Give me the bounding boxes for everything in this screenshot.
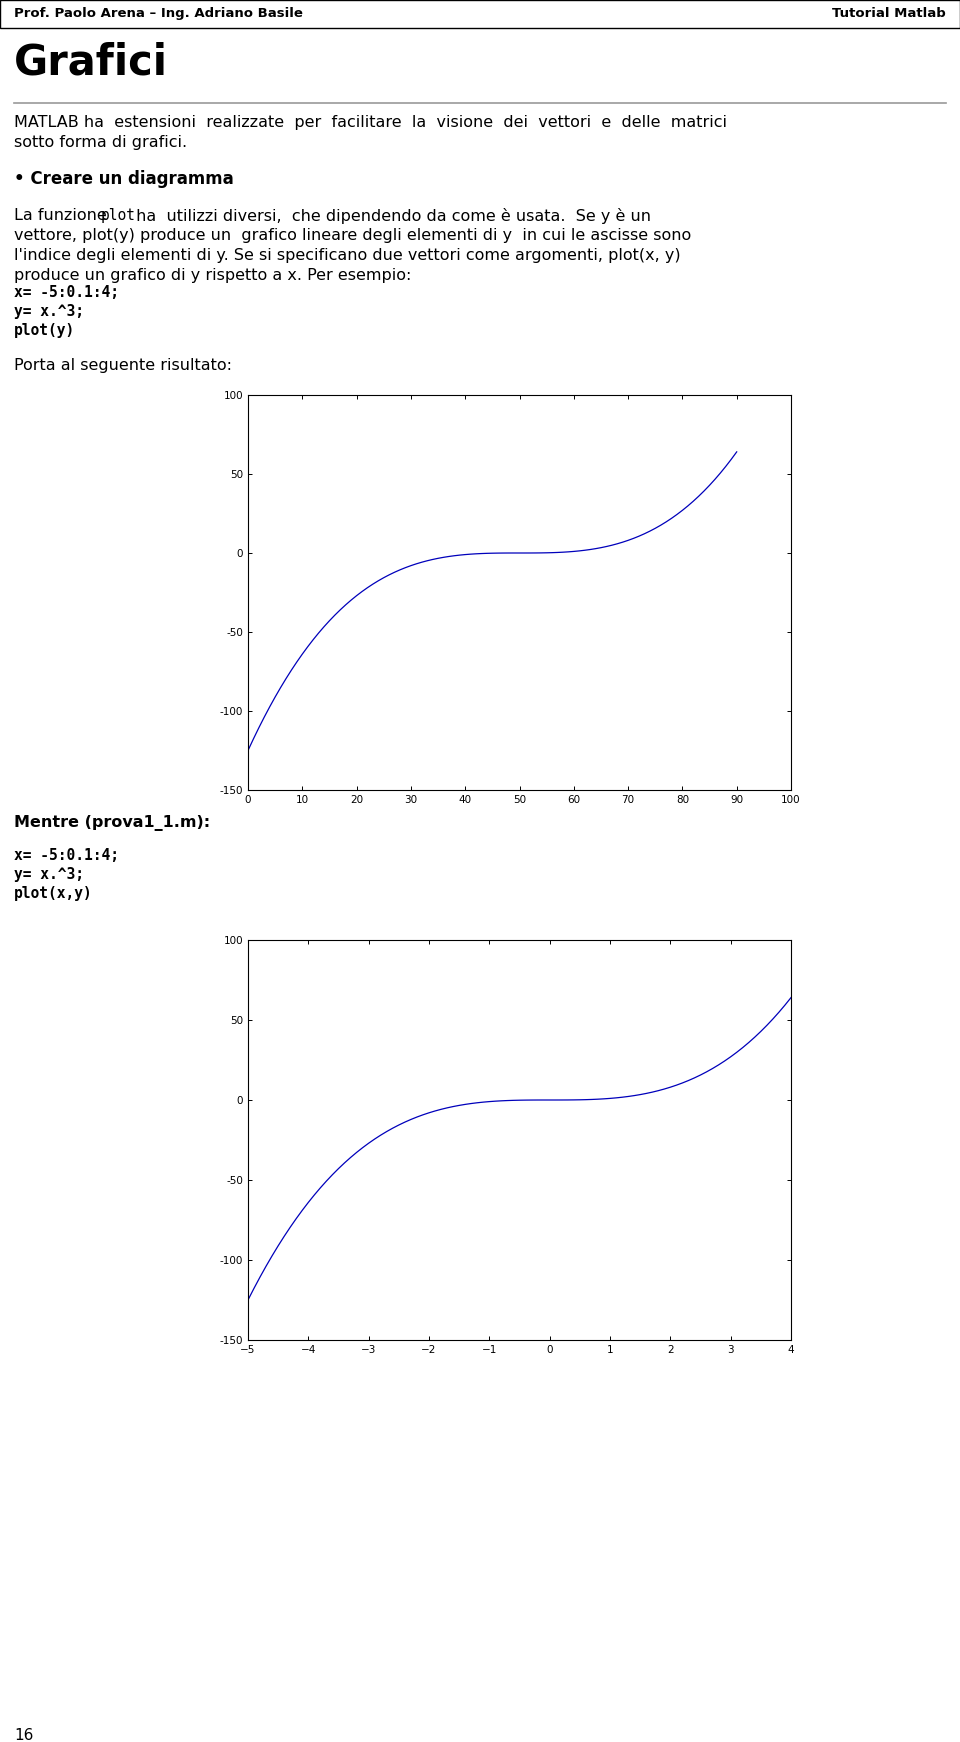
Text: 16: 16 — [14, 1728, 34, 1742]
Text: y= x.^3;: y= x.^3; — [14, 305, 84, 319]
Text: Tutorial Matlab: Tutorial Matlab — [832, 7, 946, 21]
Text: plot(x,y): plot(x,y) — [14, 887, 93, 901]
Text: vettore, plot(y) produce un  grafico lineare degli elementi di y  in cui le asci: vettore, plot(y) produce un grafico line… — [14, 228, 691, 242]
Text: Porta al seguente risultato:: Porta al seguente risultato: — [14, 359, 232, 373]
Text: Prof. Paolo Arena – Ing. Adriano Basile: Prof. Paolo Arena – Ing. Adriano Basile — [14, 7, 302, 21]
Text: La funzione: La funzione — [14, 207, 112, 223]
Text: MATLAB ha  estensioni  realizzate  per  facilitare  la  visione  dei  vettori  e: MATLAB ha estensioni realizzate per faci… — [14, 115, 727, 131]
Text: sotto forma di grafici.: sotto forma di grafici. — [14, 134, 187, 150]
Text: Mentre (prova1_1.m):: Mentre (prova1_1.m): — [14, 815, 210, 831]
Text: y= x.^3;: y= x.^3; — [14, 868, 84, 881]
Text: l'indice degli elementi di y. Se si specificano due vettori come argomenti, plot: l'indice degli elementi di y. Se si spec… — [14, 247, 681, 263]
Text: x= -5:0.1:4;: x= -5:0.1:4; — [14, 848, 119, 862]
Text: plot(y): plot(y) — [14, 322, 75, 338]
Bar — [0, 0, 960, 28]
Text: x= -5:0.1:4;: x= -5:0.1:4; — [14, 286, 119, 300]
Text: plot: plot — [101, 207, 136, 223]
Text: • Creare un diagramma: • Creare un diagramma — [14, 171, 233, 188]
Text: produce un grafico di y rispetto a x. Per esempio:: produce un grafico di y rispetto a x. Pe… — [14, 268, 412, 282]
Text: Grafici: Grafici — [14, 42, 168, 84]
Text: ha  utilizzi diversi,  che dipendendo da come è usata.  Se y è un: ha utilizzi diversi, che dipendendo da c… — [131, 207, 651, 225]
